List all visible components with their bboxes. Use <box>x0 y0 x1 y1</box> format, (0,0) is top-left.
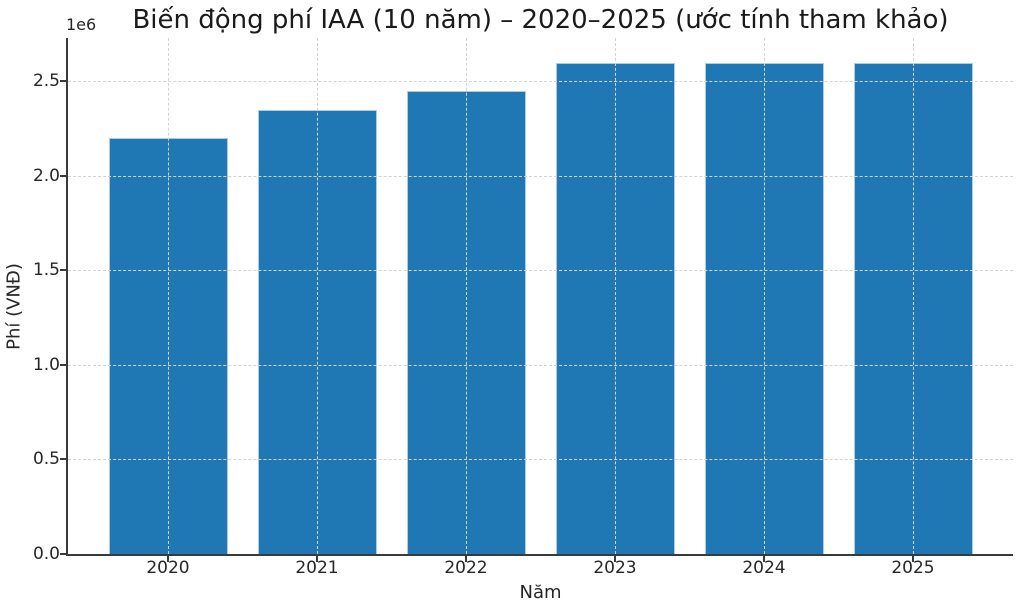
bar-2024 <box>704 62 824 554</box>
x-tick-mark <box>614 556 616 562</box>
y-tick-mark <box>60 553 66 555</box>
chart-title: Biến động phí IAA (10 năm) – 2020–2025 (… <box>132 5 949 35</box>
bar-2025 <box>853 62 973 554</box>
bar-2021 <box>257 109 377 554</box>
y-tick-label: 2.5 <box>32 71 60 92</box>
y-tick-label: 0.5 <box>32 449 60 470</box>
x-tick-label: 2022 <box>444 558 488 578</box>
y-tick-mark <box>60 174 66 177</box>
x-tick-mark <box>465 556 467 562</box>
y-tick-label: 1.5 <box>32 260 60 281</box>
y-tick-mark <box>60 269 66 272</box>
y-tick-label: 1.0 <box>32 354 60 375</box>
x-tick-label: 2020 <box>146 558 190 578</box>
y-axis-offset-label: 1e6 <box>66 15 97 34</box>
bar-2020 <box>108 138 228 554</box>
y-tick-label: 0.0 <box>32 544 60 564</box>
x-tick-label: 2023 <box>593 558 637 578</box>
y-tick-label: 2.0 <box>32 165 60 186</box>
bar-2023 <box>555 62 675 554</box>
y-tick-mark <box>60 363 66 366</box>
x-tick-mark <box>316 556 318 562</box>
x-tick-mark <box>912 556 914 562</box>
x-axis-label: Năm <box>519 582 562 603</box>
y-axis-spine <box>66 38 68 556</box>
x-tick-label: 2025 <box>891 558 935 578</box>
x-tick-label: 2024 <box>742 558 786 578</box>
x-axis-spine <box>66 554 1013 556</box>
x-tick-mark <box>763 556 765 562</box>
y-tick-mark <box>60 458 66 461</box>
y-tick-mark <box>60 80 66 83</box>
bars-layer <box>68 38 1013 554</box>
x-tick-mark <box>167 556 169 562</box>
plot-area <box>66 38 1013 556</box>
bar-2022 <box>406 90 526 554</box>
x-tick-label: 2021 <box>295 558 339 578</box>
